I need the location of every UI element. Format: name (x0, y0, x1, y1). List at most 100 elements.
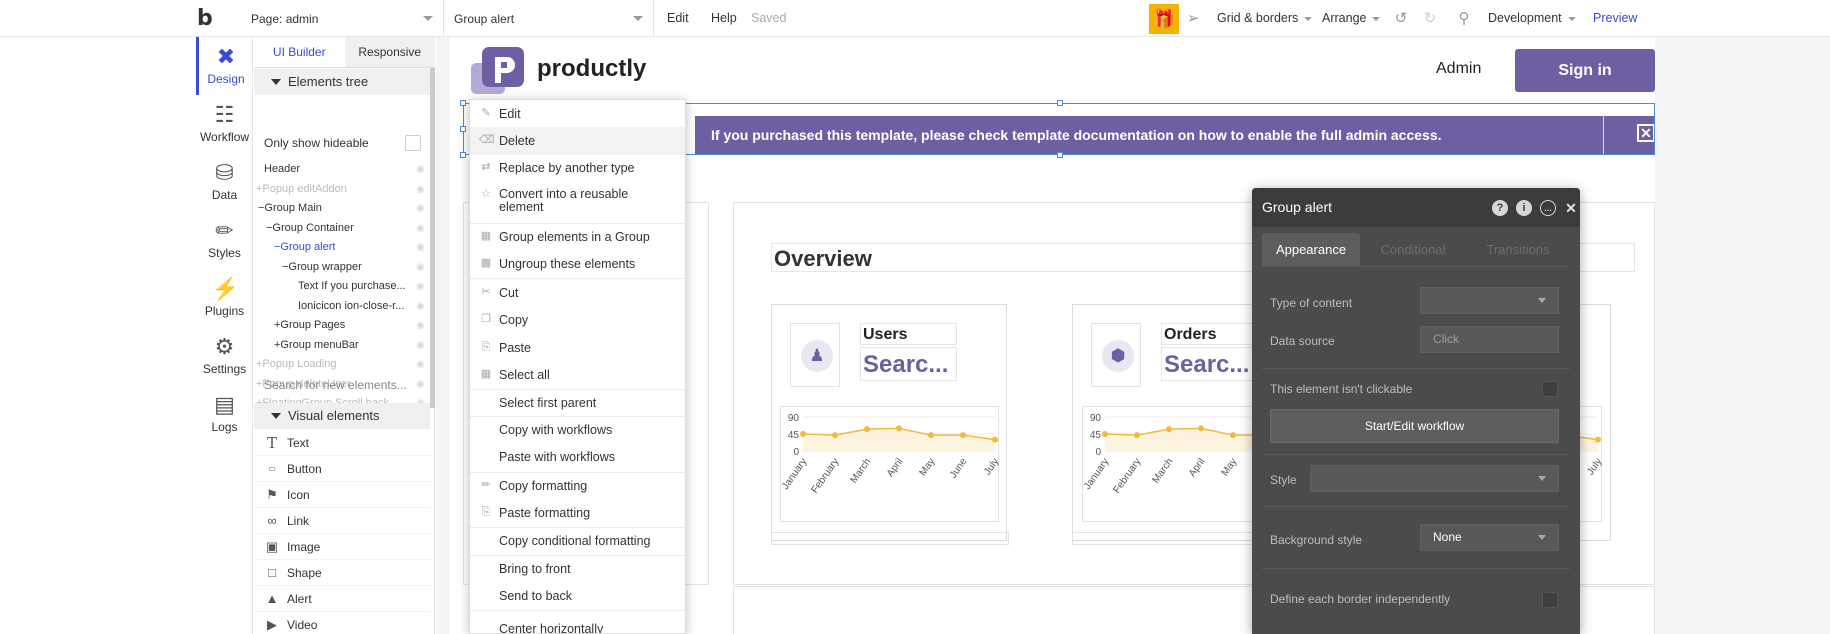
tab-ui-builder[interactable]: UI Builder (254, 37, 345, 67)
type-of-content-dropdown[interactable] (1420, 287, 1559, 314)
search-elements-input[interactable]: Search for new elements... (264, 378, 407, 392)
rail-plugins[interactable]: ⚡ Plugins (196, 269, 253, 327)
redo-icon[interactable]: ↻ (1423, 10, 1437, 27)
visual-element-text[interactable]: T Text (254, 430, 430, 456)
eye-icon[interactable]: ◉ (416, 262, 425, 273)
pointer-icon[interactable]: ➢ (1186, 10, 1200, 27)
start-edit-workflow-button[interactable]: Start/Edit workflow (1270, 409, 1559, 443)
visual-element-link[interactable]: ∞ Link (254, 508, 430, 534)
menu-select-parent[interactable]: Select first parent (470, 389, 685, 417)
only-hideable-checkbox[interactable] (405, 135, 421, 151)
tree-item[interactable]: −Group wrapper (282, 261, 362, 273)
menu-cut[interactable]: ✂ Cut (470, 279, 685, 307)
tree-item[interactable]: −Group alert (274, 241, 336, 253)
admin-link[interactable]: Admin (1436, 60, 1482, 77)
visual-element-image[interactable]: ▣ Image (254, 534, 430, 560)
menu-edit[interactable]: ✎ Edit (470, 100, 685, 128)
rail-workflow[interactable]: ☷ Workflow (196, 95, 253, 153)
visual-element-shape[interactable]: □ Shape (254, 560, 430, 586)
tree-item[interactable]: Header (264, 163, 301, 175)
style-dropdown[interactable] (1310, 465, 1559, 492)
tab-transitions[interactable]: Transitions (1486, 242, 1550, 257)
menu-paste[interactable]: ⎘ Paste (470, 334, 685, 362)
tree-item[interactable]: +Popup deleteUser (256, 378, 351, 390)
menu-paste-formatting[interactable]: ⎘ Paste formatting (470, 499, 685, 527)
menu-paste-workflows[interactable]: Paste with workflows (470, 443, 685, 471)
border-checkbox[interactable] (1542, 592, 1558, 608)
visual-element-icon[interactable]: ⚑ Icon (254, 482, 430, 508)
preview-link[interactable]: Preview (1593, 11, 1638, 25)
eye-icon[interactable]: ◉ (416, 379, 425, 390)
resize-handle[interactable] (460, 152, 466, 158)
visual-element-alert[interactable]: ▲ Alert (254, 586, 430, 612)
data-source-field[interactable]: Click (1420, 326, 1559, 353)
help-menu[interactable]: Help (711, 11, 737, 25)
eye-icon[interactable]: ◉ (416, 223, 425, 234)
resize-handle[interactable] (1057, 152, 1063, 158)
resize-handle[interactable] (1057, 100, 1063, 106)
eye-icon[interactable]: ◉ (416, 301, 425, 312)
rail-styles[interactable]: ✏ Styles (196, 211, 253, 269)
sign-in-button[interactable]: Sign in (1515, 49, 1655, 92)
edit-menu[interactable]: Edit (667, 11, 689, 25)
close-icon[interactable]: ✕ (1565, 200, 1577, 216)
menu-group[interactable]: ▦ Group elements in a Group (470, 223, 685, 251)
panel-scrollbar[interactable] (430, 68, 435, 408)
menu-center-horizontally[interactable]: Center horizontally (470, 615, 685, 633)
eye-icon[interactable]: ◉ (416, 281, 425, 292)
rail-data[interactable]: ⛁ Data (196, 153, 253, 211)
tree-item[interactable]: +Popup editAddon (256, 183, 347, 195)
elements-tree-header[interactable]: Elements tree (254, 69, 430, 95)
eye-icon[interactable]: ◉ (416, 340, 425, 351)
rail-design[interactable]: ✖ Design (196, 37, 253, 95)
tab-conditional[interactable]: Conditional (1380, 242, 1446, 257)
resize-handle[interactable] (460, 126, 466, 132)
menu-bring-front[interactable]: Bring to front (470, 555, 685, 583)
arrange-menu[interactable]: Arrange (1322, 0, 1381, 37)
rail-logs[interactable]: ▤ Logs (196, 385, 253, 443)
tree-item[interactable]: Ionicicon ion-close-r... (298, 300, 405, 312)
help-icon[interactable]: ? (1492, 200, 1508, 216)
tab-responsive[interactable]: Responsive (344, 37, 435, 67)
menu-send-back[interactable]: Send to back (470, 582, 685, 610)
menu-replace[interactable]: ⇄ Replace by another type (470, 154, 685, 182)
resize-handle[interactable] (460, 100, 466, 106)
menu-copy[interactable]: ❐ Copy (470, 306, 685, 334)
tree-item[interactable]: −Group Container (266, 222, 354, 234)
element-selector[interactable]: Group alert (444, 0, 654, 37)
eye-icon[interactable]: ◉ (416, 320, 425, 331)
visual-elements-header[interactable]: Visual elements (254, 403, 430, 429)
tree-item[interactable]: +Group menuBar (274, 339, 359, 351)
eye-icon[interactable]: ◉ (416, 203, 425, 214)
search-icon[interactable]: ⚲ (1458, 10, 1470, 27)
comment-icon[interactable]: … (1540, 200, 1556, 216)
bubble-logo-icon[interactable]: b (197, 6, 213, 31)
tree-item[interactable]: Text If you purchase... (298, 280, 406, 292)
gift-icon[interactable]: 🎁 (1149, 4, 1179, 34)
visual-element-button[interactable]: ▭ Button (254, 456, 430, 482)
menu-ungroup[interactable]: ▩ Ungroup these elements (470, 250, 685, 278)
tree-item[interactable]: +Popup Loading (256, 358, 337, 370)
background-style-dropdown[interactable]: None (1420, 524, 1559, 551)
eye-icon[interactable]: ◉ (416, 164, 425, 175)
page-selector[interactable]: Page: admin (223, 0, 444, 37)
environment-selector[interactable]: Development (1488, 0, 1576, 37)
rail-settings[interactable]: ⚙ Settings (196, 327, 253, 385)
menu-delete[interactable]: ⌫ Delete (470, 127, 685, 155)
tree-item[interactable]: −Group Main (258, 202, 322, 214)
grid-borders-menu[interactable]: Grid & borders (1217, 0, 1313, 37)
menu-select-all[interactable]: ▦ Select all (470, 361, 685, 389)
menu-copy-conditional[interactable]: Copy conditional formatting (470, 527, 685, 555)
visual-element-video[interactable]: ▶ Video (254, 612, 430, 634)
menu-copy-formatting[interactable]: ✏ Copy formatting (470, 472, 685, 500)
not-clickable-checkbox[interactable] (1542, 381, 1558, 397)
eye-icon[interactable]: ◉ (416, 242, 425, 253)
menu-convert[interactable]: ☆ Convert into a reusable element (470, 184, 630, 218)
tree-item[interactable]: +Group Pages (274, 319, 346, 331)
undo-icon[interactable]: ↺ (1394, 10, 1408, 27)
eye-icon[interactable]: ◉ (416, 359, 425, 370)
info-icon[interactable]: i (1516, 200, 1532, 216)
tab-appearance[interactable]: Appearance (1262, 233, 1360, 266)
eye-icon[interactable]: ◉ (416, 184, 425, 195)
menu-copy-workflows[interactable]: Copy with workflows (470, 416, 685, 444)
